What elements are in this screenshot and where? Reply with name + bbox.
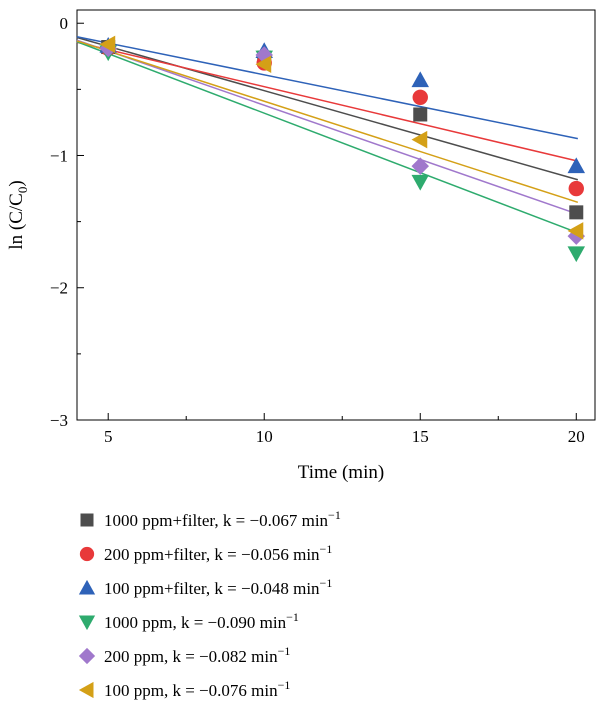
fit-line	[76, 36, 579, 181]
plot-frame	[76, 9, 596, 421]
data-point	[567, 246, 586, 263]
legend-label: 100 ppm+filter, k = −0.048 min−1	[104, 576, 332, 598]
legend-label: 1000 ppm+filter, k = −0.067 min−1	[104, 508, 341, 530]
legend-marker	[78, 579, 96, 595]
fit-line	[76, 40, 579, 203]
legend-label: 100 ppm, k = −0.076 min−1	[104, 678, 290, 700]
axes: 5 10 15 20 0 −1 −2 −3	[50, 14, 585, 446]
fit-line	[76, 41, 579, 234]
legend-label-superscript: −1	[320, 542, 333, 556]
x-tick-label: 5	[104, 427, 113, 446]
y-axis-title-close: )	[6, 180, 27, 186]
legend-label-main: 100 ppm, k = −0.076 min	[104, 681, 278, 700]
legend-label-superscript: −1	[328, 508, 341, 522]
x-axis-title: Time (min)	[298, 462, 384, 483]
y-tick-label: −1	[50, 146, 68, 165]
legend-label-superscript: −1	[320, 576, 333, 590]
fit-line	[76, 41, 579, 162]
data-point	[411, 174, 430, 191]
data-point	[567, 157, 586, 174]
data-point	[413, 107, 428, 122]
legend-marker	[78, 647, 96, 665]
data-point	[568, 180, 584, 197]
legend-marker	[79, 546, 95, 562]
y-tick-label: 0	[60, 14, 69, 33]
legend-label-main: 200 ppm+filter, k = −0.056 min	[104, 545, 320, 564]
legend-label-main: 1000 ppm+filter, k = −0.067 min	[104, 511, 329, 530]
data-point	[569, 205, 584, 220]
y-axis-title-subscript: 0	[15, 187, 30, 194]
legend-label-superscript: −1	[278, 644, 291, 658]
y-tick-label: −2	[50, 279, 68, 298]
data-point	[99, 35, 116, 54]
legend-label-superscript: −1	[286, 610, 299, 624]
x-tick-label: 10	[256, 427, 273, 446]
data-markers	[99, 35, 586, 263]
y-tick-label: −3	[50, 411, 68, 430]
data-point	[411, 71, 430, 88]
legend-marker	[78, 681, 94, 699]
legend-label-main: 100 ppm+filter, k = −0.048 min	[104, 579, 320, 598]
legend-label-main: 200 ppm, k = −0.082 min	[104, 647, 278, 666]
legend-marker	[78, 615, 96, 631]
x-tick-label: 15	[412, 427, 429, 446]
legend-label-main: 1000 ppm, k = −0.090 min	[104, 613, 287, 632]
y-axis-title: ln (C/C0)	[6, 180, 30, 249]
legend-marker	[80, 513, 94, 527]
legend-label: 1000 ppm, k = −0.090 min−1	[104, 610, 299, 632]
fit-line	[76, 35, 578, 140]
data-point	[567, 222, 584, 240]
x-tick-label: 20	[568, 427, 585, 446]
data-point	[255, 55, 272, 73]
data-point	[411, 157, 430, 175]
legend-label: 200 ppm+filter, k = −0.056 min−1	[104, 542, 332, 564]
data-point	[411, 130, 428, 149]
fit-lines	[76, 35, 579, 234]
legend-label-superscript: −1	[278, 678, 291, 692]
legend-label: 200 ppm, k = −0.082 min−1	[104, 644, 290, 666]
data-point	[412, 89, 428, 105]
fit-line	[76, 39, 579, 215]
y-axis-title-main: ln (C/C	[6, 193, 27, 249]
